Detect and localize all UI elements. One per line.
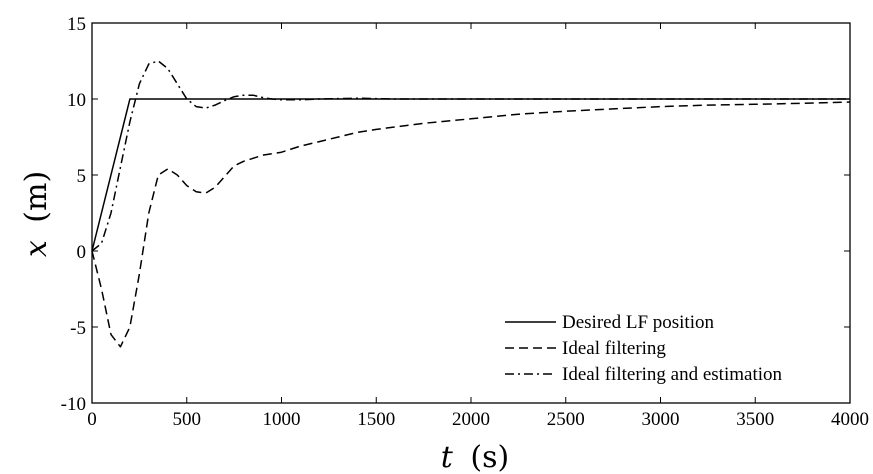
x-axis-symbol: t <box>441 440 454 474</box>
x-tick-label: 1000 <box>263 409 301 430</box>
y-tick-label: 0 <box>77 242 87 263</box>
ticks-layer: 0 500 1000 1500 2000 2500 3000 3500 4000 -10 -5 0 5 1… <box>61 14 869 430</box>
y-tick-label: -10 <box>61 394 86 415</box>
y-tick-label: 10 <box>67 90 86 111</box>
legend-label: Desired LF position <box>562 312 714 333</box>
legend-label: Ideal filtering <box>562 338 666 359</box>
y-tick-label: 5 <box>77 166 87 187</box>
x-tick-label: 4000 <box>831 409 869 430</box>
series-layer <box>91 60 851 348</box>
x-axis-label: t (s) <box>441 440 509 474</box>
plot-frame <box>91 22 851 404</box>
y-axis-symbol: x <box>19 240 54 257</box>
y-tick-label: 15 <box>67 14 86 35</box>
y-tick-label: -5 <box>70 318 86 339</box>
x-tick-label: 3000 <box>642 409 680 430</box>
y-axis-unit: (m) <box>19 171 54 223</box>
legend-label: Ideal filtering and estimation <box>562 364 783 385</box>
plot-area <box>91 22 851 404</box>
series-line-dashdot <box>91 60 850 252</box>
series-line-dashed <box>91 101 851 348</box>
x-tick-label: 500 <box>173 409 202 430</box>
x-tick-label: 3500 <box>736 409 774 430</box>
x-tick-label: 2000 <box>452 409 490 430</box>
x-tick-label: 2500 <box>547 409 585 430</box>
legend: Desired LF position Ideal filtering Ideal … <box>505 312 783 385</box>
x-tick-label: 1500 <box>357 409 395 430</box>
x-tick-label: 0 <box>87 409 97 430</box>
series-line-solid <box>91 98 850 252</box>
x-axis-unit: (s) <box>470 440 509 474</box>
y-axis-label: x (m) <box>19 171 54 257</box>
